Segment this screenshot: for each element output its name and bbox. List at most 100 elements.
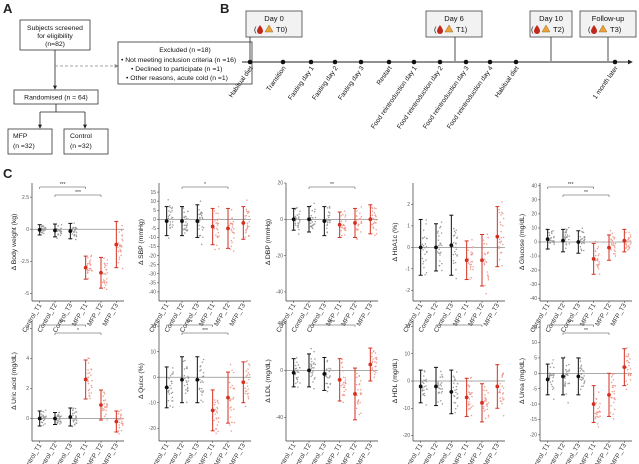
blood-drop-icon: [591, 25, 597, 34]
participant-point: [88, 262, 91, 265]
participant-point: [40, 413, 43, 415]
participant-point: [60, 232, 63, 235]
participant-point: [425, 404, 427, 406]
participant-point: [626, 347, 628, 349]
participant-point: [566, 236, 569, 238]
participant-point: [105, 405, 107, 408]
participant-point: [455, 371, 458, 373]
participant-point: [552, 388, 554, 391]
participant-point: [597, 263, 599, 266]
participant-point: [374, 352, 377, 354]
participant-point: [485, 400, 487, 402]
participant-point: [470, 263, 473, 266]
y-tick-label: -10: [530, 254, 537, 260]
participant-point: [171, 216, 174, 219]
participant-point: [229, 424, 231, 426]
participant-point: [216, 399, 219, 402]
mean-point: [607, 245, 611, 250]
participant-point: [297, 226, 299, 228]
participant-point: [75, 234, 78, 236]
participant-point: [106, 262, 109, 265]
participant-point: [472, 405, 474, 407]
participant-point: [329, 376, 331, 378]
participant-point: [628, 364, 630, 367]
randomised-label: Randomised (n = 64): [24, 95, 88, 102]
participant-point: [613, 373, 615, 375]
participant-point: [229, 363, 232, 366]
participant-point: [294, 368, 296, 370]
participant-point: [106, 271, 108, 274]
participant-point: [553, 398, 555, 400]
participant-point: [358, 223, 360, 226]
participant-point: [187, 380, 189, 382]
participant-point: [295, 382, 297, 385]
significance-label: *: [77, 328, 79, 334]
participant-point: [103, 391, 105, 393]
participant-point: [228, 399, 231, 401]
participant-point: [470, 380, 473, 382]
participant-point: [218, 247, 220, 250]
participant-point: [314, 358, 316, 360]
participant-point: [86, 264, 88, 267]
significance-label: ***: [202, 328, 208, 334]
participant-point: [105, 269, 107, 271]
participant-point: [441, 374, 443, 376]
y-tick-label: 4: [26, 356, 29, 362]
participant-point: [629, 234, 632, 236]
participant-point: [44, 417, 47, 419]
participant-point: [42, 424, 44, 427]
participant-point: [246, 393, 249, 395]
participant-point: [72, 226, 74, 229]
participant-point: [500, 230, 502, 233]
participant-point: [213, 419, 215, 422]
participant-point: [627, 374, 630, 377]
participant-point: [455, 391, 457, 394]
participant-point: [626, 359, 629, 362]
timeline-dot: [463, 59, 469, 65]
participant-point: [117, 412, 120, 415]
open-paren-glyph: (: [254, 25, 257, 34]
participant-point: [103, 257, 105, 259]
y-tick-label: -10: [403, 406, 410, 412]
participant-point: [613, 390, 616, 393]
participant-point: [612, 386, 614, 389]
participant-point: [610, 381, 613, 384]
participant-point: [296, 214, 299, 216]
participant-point: [328, 205, 331, 208]
participant-point: [326, 220, 328, 222]
participant-point: [41, 231, 44, 234]
participant-point: [456, 393, 459, 395]
participant-point: [298, 213, 300, 215]
participant-point: [356, 376, 358, 378]
participant-point: [311, 217, 314, 219]
participant-point: [501, 201, 503, 203]
participant-point: [344, 220, 347, 222]
y-tick-label: 15: [531, 325, 537, 331]
participant-point: [117, 246, 119, 249]
participant-point: [294, 215, 296, 218]
participant-point: [183, 211, 185, 213]
participant-point: [119, 418, 121, 421]
participant-point: [499, 252, 502, 254]
participant-point: [230, 228, 233, 230]
participant-point: [104, 399, 107, 401]
participant-point: [499, 241, 502, 244]
participant-point: [231, 226, 234, 228]
participant-point: [471, 395, 473, 398]
participant-point: [629, 368, 632, 370]
participant-point: [298, 221, 301, 223]
participant-point: [86, 270, 89, 272]
participant-point: [311, 374, 314, 376]
participant-point: [299, 219, 301, 221]
participant-point: [498, 211, 501, 214]
participant-point: [73, 412, 76, 414]
participant-point: [309, 222, 312, 224]
participant-point: [103, 415, 106, 417]
participant-point: [360, 206, 363, 208]
participant-point: [467, 262, 470, 264]
participant-point: [169, 211, 172, 213]
participant-point: [231, 223, 234, 226]
participant-point: [356, 210, 358, 212]
participant-point: [72, 414, 74, 417]
participant-point: [169, 206, 171, 209]
